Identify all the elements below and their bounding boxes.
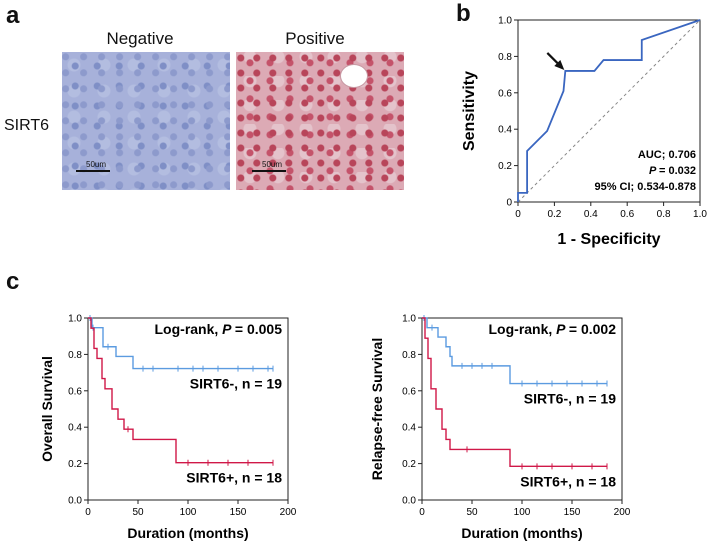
km-x-tick-label: 150 bbox=[230, 507, 247, 518]
roc-curve bbox=[517, 19, 701, 202]
km-x-axis-label: Duration (months) bbox=[127, 525, 248, 541]
km-curve-negative bbox=[422, 317, 607, 385]
roc-x-tick-label: 0 bbox=[515, 209, 521, 220]
roc-y-tick-label: 0.8 bbox=[498, 52, 512, 63]
km-label-positive: SIRT6+, n = 18 bbox=[520, 473, 616, 489]
km-x-tick-label: 0 bbox=[419, 507, 425, 518]
relapse-free-survival-chart: 0 50 100 150 200 0.0 0.2 0.4 0.6 0.8 1.0 Log-rank, … bbox=[370, 314, 631, 542]
roc-y-tick-label: 1.0 bbox=[498, 16, 512, 27]
roc-p-value: = 0.032 bbox=[659, 165, 696, 177]
km-y-tick-label: 0.4 bbox=[402, 423, 416, 434]
km-x-axis-label: Duration (months) bbox=[461, 525, 582, 541]
scale-bar-negative bbox=[76, 170, 110, 172]
negative-column-label: Negative bbox=[106, 29, 174, 48]
km-label-negative: SIRT6-, n = 19 bbox=[524, 391, 616, 407]
km-logrank-p: P bbox=[222, 321, 235, 337]
km-y-tick-label: 0.8 bbox=[68, 350, 82, 361]
km-x-tick-label: 200 bbox=[614, 507, 631, 518]
km-y-tick-label: 0.8 bbox=[402, 350, 416, 361]
km-curve-positive bbox=[422, 317, 607, 468]
km-logrank-label: Log-rank, P = 0.002 bbox=[489, 321, 617, 337]
km-label-positive: SIRT6+, n = 18 bbox=[186, 470, 282, 486]
roc-x-tick-label: 0.2 bbox=[547, 209, 561, 220]
scale-bar-text-negative: 50um bbox=[86, 160, 107, 169]
panel-a-letter: a bbox=[6, 2, 20, 29]
roc-x-tick-label: 1.0 bbox=[693, 209, 707, 220]
scale-bar-positive bbox=[252, 170, 286, 172]
negative-stain-image: 50um bbox=[62, 52, 230, 190]
roc-y-tick-label: 0.2 bbox=[498, 161, 512, 172]
km-logrank-label: Log-rank, P = 0.005 bbox=[155, 321, 283, 337]
roc-plot-frame bbox=[517, 19, 701, 203]
roc-reference-line bbox=[517, 19, 701, 203]
km-x-tick-label: 0 bbox=[85, 507, 91, 518]
km-y-tick-label: 1.0 bbox=[402, 314, 416, 325]
panel-c-letter: c bbox=[6, 268, 20, 295]
km-y-tick-label: 0.2 bbox=[68, 459, 82, 470]
panel-b-letter: b bbox=[456, 0, 471, 27]
roc-p-label: P = 0.032 bbox=[649, 165, 696, 177]
positive-column-label: Positive bbox=[285, 29, 345, 48]
km-x-tick-label: 100 bbox=[514, 507, 531, 518]
km-y-tick-label: 0.6 bbox=[402, 386, 416, 397]
km-logrank-prefix: Log-rank, bbox=[489, 321, 557, 337]
km-curve-positive bbox=[88, 317, 273, 464]
scale-bar-text-positive: 50um bbox=[262, 160, 283, 169]
roc-y-tick-label: 0.4 bbox=[498, 125, 512, 136]
km-x-tick-label: 150 bbox=[564, 507, 581, 518]
roc-p-italic: P bbox=[649, 165, 659, 177]
km-y-tick-label: 1.0 bbox=[68, 314, 82, 325]
roc-x-tick-label: 0.6 bbox=[620, 209, 634, 220]
km-logrank-prefix: Log-rank, bbox=[155, 321, 223, 337]
km-x-tick-label: 100 bbox=[180, 507, 197, 518]
km-y-axis-label: Overall Survival bbox=[40, 356, 55, 462]
sirt6-row-label: SIRT6 bbox=[4, 117, 50, 134]
overall-survival-chart: 0 50 100 150 200 0.0 0.2 0.4 0.6 0.8 1.0 Log-rank, … bbox=[40, 314, 297, 542]
km-y-tick-label: 0.6 bbox=[68, 386, 82, 397]
roc-x-axis-label: 1 - Specificity bbox=[557, 231, 660, 248]
positive-stain-image: 50um bbox=[236, 52, 404, 190]
roc-y-axis-label: Sensitivity bbox=[461, 71, 478, 151]
km-logrank-p: P bbox=[556, 321, 569, 337]
km-curve-negative bbox=[88, 317, 273, 370]
roc-auc-label: AUC; 0.706 bbox=[638, 149, 696, 161]
roc-x-tick-label: 0.8 bbox=[657, 209, 671, 220]
roc-y-tick-label: 0.6 bbox=[498, 88, 512, 99]
roc-x-tick-label: 0.4 bbox=[584, 209, 598, 220]
roc-ci-label: 95% CI; 0.534-0.878 bbox=[594, 181, 696, 193]
km-label-negative: SIRT6-, n = 19 bbox=[190, 376, 282, 392]
km-x-tick-label: 50 bbox=[132, 507, 144, 518]
km-x-tick-label: 200 bbox=[280, 507, 297, 518]
km-y-axis-label: Relapse-free Survival bbox=[370, 338, 385, 480]
km-y-tick-label: 0.0 bbox=[68, 496, 82, 507]
km-y-tick-label: 0.0 bbox=[402, 496, 416, 507]
roc-arrow-head bbox=[554, 59, 565, 70]
roc-y-tick-label: 0 bbox=[506, 198, 512, 209]
roc-chart: 0 0.2 0.4 0.6 0.8 1.0 0 0.2 0.4 0.6 0.8 1.0 AUC; 0.7… bbox=[461, 16, 707, 249]
km-logrank-value: = 0.002 bbox=[569, 321, 616, 337]
km-y-tick-label: 0.2 bbox=[402, 459, 416, 470]
km-x-tick-label: 50 bbox=[466, 507, 478, 518]
km-y-tick-label: 0.4 bbox=[68, 423, 82, 434]
km-logrank-value: = 0.005 bbox=[235, 321, 282, 337]
tissue-void bbox=[340, 64, 368, 88]
